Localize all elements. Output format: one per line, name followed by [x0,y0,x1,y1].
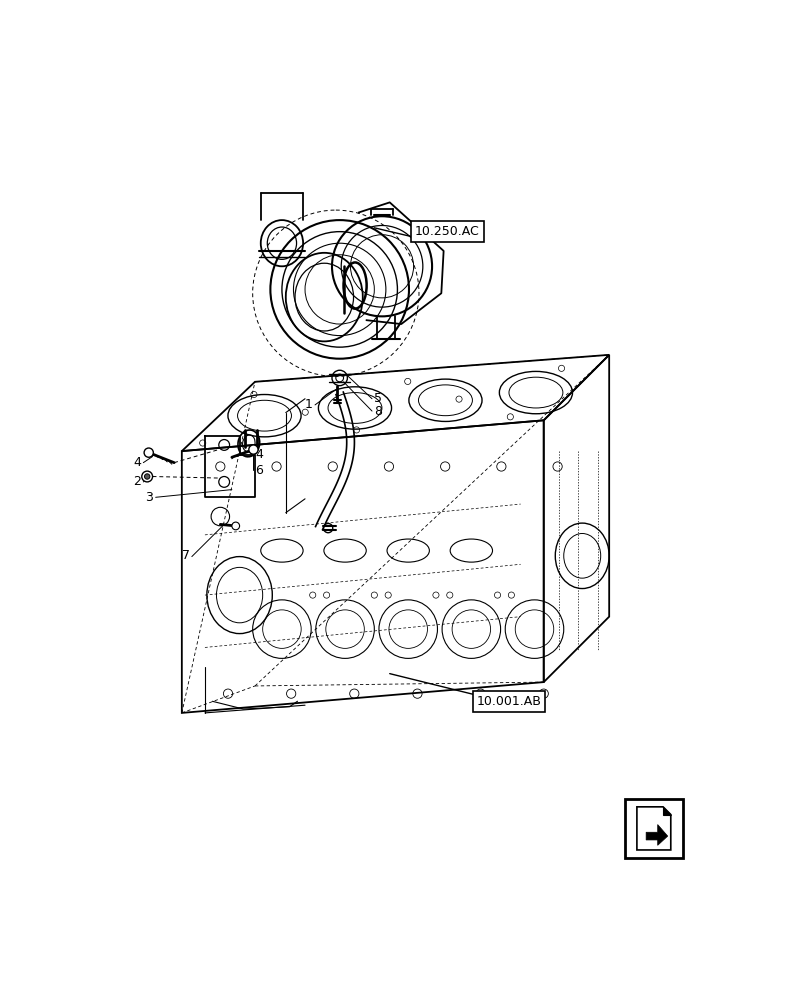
Text: 3: 3 [146,491,154,504]
Text: 1: 1 [305,398,313,411]
Circle shape [142,471,153,482]
Text: 4: 4 [133,456,141,469]
Bar [625,799,683,858]
Text: 10.250.AC: 10.250.AC [415,225,480,238]
Text: 5: 5 [375,392,383,405]
Circle shape [249,445,258,454]
Text: 6: 6 [255,464,263,477]
Text: 10.001.AB: 10.001.AB [477,695,542,708]
Polygon shape [646,825,668,845]
Circle shape [144,474,150,479]
Polygon shape [663,807,671,815]
Circle shape [232,522,239,530]
Text: 2: 2 [133,475,141,488]
Text: 7: 7 [181,549,189,562]
Circle shape [144,448,154,457]
Polygon shape [637,807,671,850]
Text: 4: 4 [255,448,263,461]
Text: 8: 8 [375,405,383,418]
